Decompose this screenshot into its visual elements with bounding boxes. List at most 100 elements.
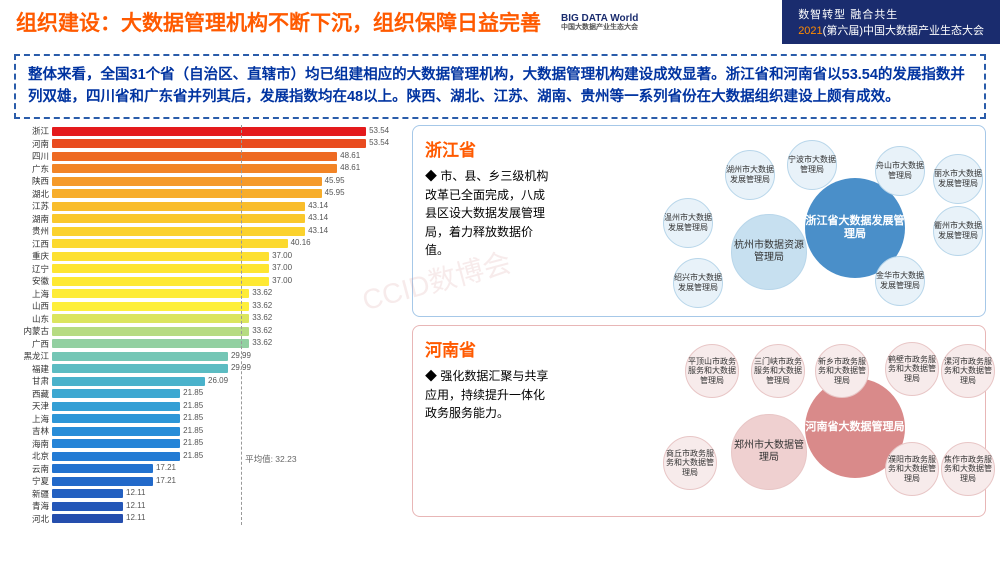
bar-label: 湖北 [14, 188, 52, 200]
bar-label: 海南 [14, 438, 52, 450]
bar-value: 26.09 [208, 376, 228, 385]
band-rest: (第六届)中国大数据产业生态大会 [823, 25, 984, 37]
bar [52, 339, 249, 348]
bar-track: 21.85 [52, 414, 404, 423]
bar-row: 辽宁37.00 [14, 262, 404, 275]
node-bubble: 宁波市大数据管理局 [787, 140, 837, 190]
bar-label: 宁夏 [14, 475, 52, 487]
bar-row: 湖南43.14 [14, 212, 404, 225]
bar-track: 33.62 [52, 314, 404, 323]
bar-row: 江西40.16 [14, 237, 404, 250]
header: 组织建设：大数据管理机构不断下沉，组织保障日益完善 BIG DATA World… [0, 0, 1000, 44]
bar [52, 277, 269, 286]
node-bubble: 丽水市大数据发展管理局 [933, 154, 983, 204]
node-bubble: 舟山市大数据管理局 [875, 146, 925, 196]
panel-left: 河南省 ◆ 强化数据汇聚与共享应用，持续提升一体化政务服务能力。 [425, 336, 555, 506]
bar-value: 45.95 [325, 176, 345, 185]
logo-sub: 中国大数据产业生态大会 [561, 24, 638, 31]
node-bubble: 绍兴市大数据发展管理局 [673, 258, 723, 308]
bar-value: 43.14 [308, 226, 328, 235]
bar-track: 48.61 [52, 164, 404, 173]
panel-text: ◆ 市、县、乡三级机构改革已全面完成，八成县区设大数据发展管理局，着力释放数据价… [425, 167, 555, 260]
bar-row: 河南53.54 [14, 137, 404, 150]
content: 浙江53.54河南53.54四川48.61广东48.61陕西45.95湖北45.… [0, 125, 1000, 525]
bar-track: 37.00 [52, 277, 404, 286]
bar-value: 12.11 [126, 488, 145, 497]
node-bubble: 金华市大数据发展管理局 [875, 256, 925, 306]
bar-track: 43.14 [52, 214, 404, 223]
bar [52, 164, 337, 173]
bar-value: 43.14 [308, 201, 328, 210]
bar-value: 48.61 [340, 151, 360, 160]
henan-bubbles: 河南省大数据管理局郑州市大数据管理局平顶山市政务服务和大数据管理局三门峡市政务服… [555, 336, 977, 506]
node-bubble: 商丘市政务服务和大数据管理局 [663, 436, 717, 490]
bar-row: 西藏21.85 [14, 387, 404, 400]
bar-row: 江苏43.14 [14, 200, 404, 213]
bar-value: 43.14 [308, 213, 328, 222]
bar-track: 29.99 [52, 364, 404, 373]
bar-track: 29.99 [52, 352, 404, 361]
bar [52, 502, 123, 511]
bar [52, 239, 288, 248]
bar-track: 45.95 [52, 189, 404, 198]
bar-track: 21.85 [52, 439, 404, 448]
bar-label: 辽宁 [14, 263, 52, 275]
bar-value: 45.95 [325, 188, 345, 197]
bar-label: 甘肃 [14, 375, 52, 387]
avg-label: 平均值: 32.23 [245, 453, 297, 465]
bar-label: 重庆 [14, 250, 52, 262]
bar-value: 21.85 [183, 401, 203, 410]
bar-label: 内蒙古 [14, 325, 52, 337]
bar-chart: 浙江53.54河南53.54四川48.61广东48.61陕西45.95湖北45.… [14, 125, 404, 525]
bar-label: 广东 [14, 163, 52, 175]
bar-label: 上海 [14, 413, 52, 425]
bar [52, 202, 305, 211]
bar-label: 青海 [14, 500, 52, 512]
bar [52, 477, 153, 486]
bar-value: 33.62 [252, 288, 272, 297]
bar [52, 189, 322, 198]
bar [52, 402, 180, 411]
bar-row: 云南17.21 [14, 462, 404, 475]
bar-value: 37.00 [272, 276, 292, 285]
title-band: 数智转型 融合共生 2021(第六届)中国大数据产业生态大会 [782, 0, 1000, 44]
bar-row: 上海 33.62 [14, 287, 404, 300]
bar [52, 364, 228, 373]
bar-value: 33.62 [252, 338, 272, 347]
bar-value: 53.54 [369, 138, 389, 147]
bar-track: 33.62 [52, 327, 404, 336]
node-bubble: 焦作市政务服务和大数据管理局 [941, 442, 995, 496]
bar [52, 352, 228, 361]
bar-row: 上海21.85 [14, 412, 404, 425]
bar-row: 天津21.85 [14, 400, 404, 413]
node-bubble: 湖州市大数据发展管理局 [725, 150, 775, 200]
bar-value: 21.85 [183, 426, 203, 435]
node-bubble: 平顶山市政务服务和大数据管理局 [685, 344, 739, 398]
bar-track: 21.85 [52, 402, 404, 411]
bar [52, 452, 180, 461]
mid-bubble: 郑州市大数据管理局 [731, 414, 807, 490]
bar-label: 安徽 [14, 275, 52, 287]
bar-value: 40.16 [291, 238, 311, 247]
bar-label: 上海 [14, 288, 52, 300]
bar-row: 湖北 45.95 [14, 187, 404, 200]
bar [52, 252, 269, 261]
bar-row: 海南21.85 [14, 437, 404, 450]
bar-value: 21.85 [183, 388, 203, 397]
bar [52, 264, 269, 273]
bar-track: 21.85 [52, 452, 404, 461]
bar-track: 33.62 [52, 302, 404, 311]
bar [52, 389, 180, 398]
bar-track: 12.11 [52, 502, 404, 511]
bar-label: 广西 [14, 338, 52, 350]
panel-title: 河南省 [425, 336, 555, 361]
node-bubble: 鹤壁市政务服务和大数据管理局 [885, 342, 939, 396]
bar [52, 414, 180, 423]
bar-value: 12.11 [126, 501, 145, 510]
bar-label: 福建 [14, 363, 52, 375]
bar-label: 山西 [14, 300, 52, 312]
bar-track: 12.11 [52, 489, 404, 498]
bar-value: 48.61 [340, 163, 360, 172]
bar-row: 内蒙古33.62 [14, 325, 404, 338]
mid-bubble: 杭州市数据资源管理局 [731, 214, 807, 290]
